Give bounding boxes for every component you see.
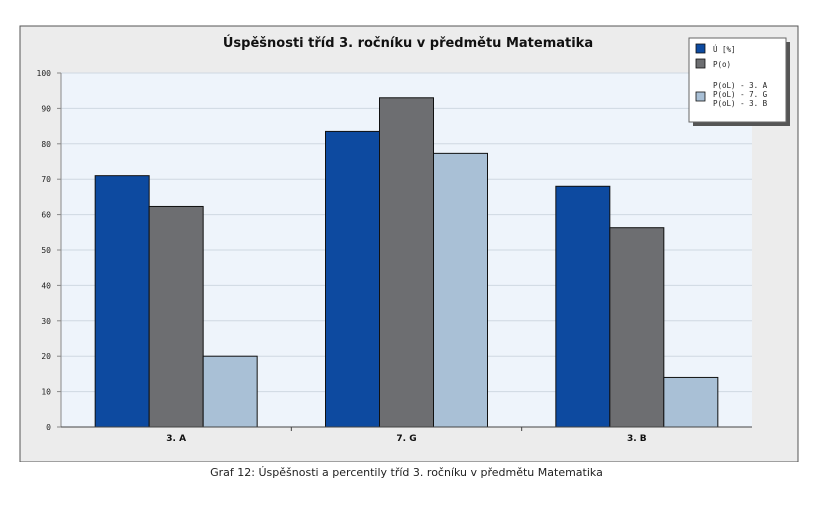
y-tick-label: 90 [41,104,51,113]
x-tick-label: 3. A [166,434,186,444]
legend-label: Ú [%] [713,45,736,54]
bar-3b-series-1 [609,227,665,428]
bar-7g-series-1 [379,97,434,428]
y-tick-label: 30 [41,317,51,326]
bar-3b-series-0 [555,185,611,428]
figure-caption: Graf 12: Úspěšnosti a percentily tříd 3.… [210,466,603,479]
chart: 0 10 20 30 40 50 60 70 80 90 100 3. A 7. G 3. B Úspěš… [19,25,799,462]
legend-swatch [695,58,706,69]
chart-title: Úspěšnosti tříd 3. ročníku v předmětu Ma… [223,35,593,51]
x-tick-label: 7. G [396,434,416,444]
bar-3b-series-2 [663,376,719,428]
y-tick-label: 80 [41,140,51,149]
y-tick-label: 10 [41,388,51,397]
y-tick-label: 50 [41,246,51,255]
legend: Ú [%] P(o) P(oL) - 3. A P(oL) - 7. G P(oL) -… [688,37,790,126]
legend-label: P(o) [713,60,731,69]
y-tick-label: 0 [46,423,51,432]
legend-swatch [695,43,706,54]
y-tick-label: 60 [41,211,51,220]
y-tick-label: 20 [41,352,51,361]
y-tick-label: 100 [37,69,52,78]
x-tick-label: 3. B [627,434,647,444]
legend-swatch [695,91,706,102]
bar-7g-series-2 [433,152,488,428]
bar-3a-series-2 [202,355,258,428]
bar-7g-series-0 [325,130,380,428]
bar-3a-series-0 [94,175,150,428]
y-tick-label: 40 [41,281,51,290]
legend-label: P(oL) - 3. A P(oL) - 7. G P(oL) - 3. B [713,81,768,108]
y-tick-label: 70 [41,175,51,184]
bar-3a-series-1 [148,205,204,428]
